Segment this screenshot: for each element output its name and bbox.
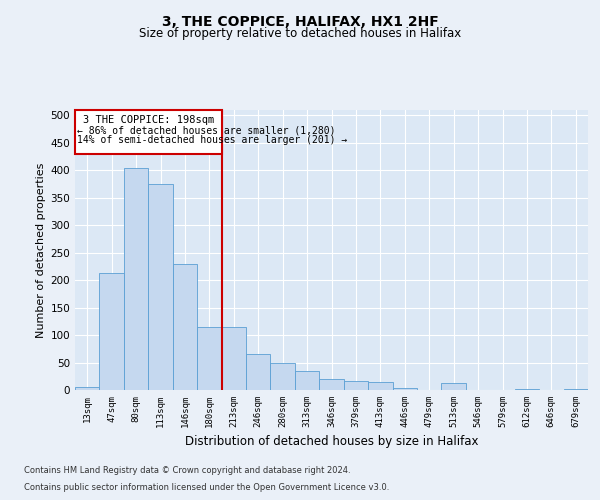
Bar — [246, 354, 271, 390]
Y-axis label: Number of detached properties: Number of detached properties — [36, 162, 46, 338]
Bar — [148, 184, 173, 390]
Bar — [295, 371, 319, 390]
Text: 14% of semi-detached houses are larger (201) →: 14% of semi-detached houses are larger (… — [77, 136, 347, 145]
Bar — [344, 380, 368, 390]
Bar — [442, 384, 466, 390]
Text: Size of property relative to detached houses in Halifax: Size of property relative to detached ho… — [139, 28, 461, 40]
Bar — [197, 327, 221, 390]
Bar — [100, 273, 124, 390]
Text: 3 THE COPPICE: 198sqm: 3 THE COPPICE: 198sqm — [83, 116, 214, 126]
Bar — [271, 362, 295, 390]
Text: ← 86% of detached houses are smaller (1,280): ← 86% of detached houses are smaller (1,… — [77, 126, 336, 136]
Text: 3, THE COPPICE, HALIFAX, HX1 2HF: 3, THE COPPICE, HALIFAX, HX1 2HF — [161, 15, 439, 29]
Bar — [368, 382, 392, 390]
Bar — [75, 388, 100, 390]
Bar — [392, 388, 417, 390]
Bar — [221, 327, 246, 390]
X-axis label: Distribution of detached houses by size in Halifax: Distribution of detached houses by size … — [185, 436, 478, 448]
Text: Contains public sector information licensed under the Open Government Licence v3: Contains public sector information licen… — [24, 484, 389, 492]
Bar — [75, 110, 221, 154]
Bar — [319, 379, 344, 390]
Text: Contains HM Land Registry data © Crown copyright and database right 2024.: Contains HM Land Registry data © Crown c… — [24, 466, 350, 475]
Bar — [124, 168, 148, 390]
Bar — [173, 264, 197, 390]
